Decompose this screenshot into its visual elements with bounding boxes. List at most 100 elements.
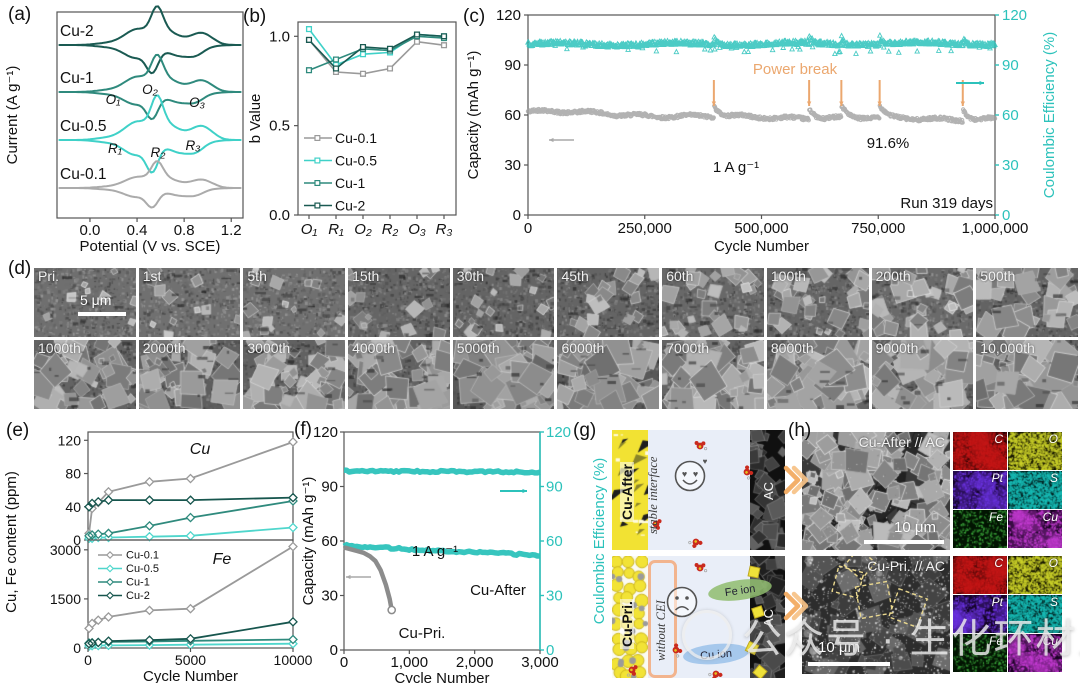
svg-text:1.2: 1.2 [221,222,242,239]
svg-text:60: 60 [321,533,338,550]
svg-text:60: 60 [1002,107,1019,124]
svg-text:Cu-0.1: Cu-0.1 [60,166,107,183]
water-molecule-icon [650,519,662,531]
dissolved-crystal-cube [744,640,760,656]
fe-ion-blob: Fe ion [708,579,772,601]
cu-pri-capacity-line [343,545,394,611]
eds-map-image [953,595,1007,633]
eds-element-label: O [1048,556,1058,570]
sem-image [138,340,241,409]
svg-text:O₃: O₃ [189,95,206,110]
panel-d-sem-grid: Pri. 5 μm 1st 5th 15th 30th 45th 60th 100th 200th… [34,268,1078,409]
panel-b-label: (b) [243,6,267,27]
svg-text:Cu-0.5: Cu-0.5 [60,118,107,135]
svg-text:90: 90 [546,479,563,496]
sem-frame-label: 5th [247,268,267,284]
svg-text:1.0: 1.0 [269,28,290,45]
interface-note: without CEI [654,600,668,661]
svg-text:Cu-After: Cu-After [470,582,526,599]
svg-text:90: 90 [504,57,521,74]
svg-text:0.0: 0.0 [269,207,290,224]
eds-element-label: C [994,556,1003,570]
svg-text:R₂: R₂ [151,145,167,160]
eds-map-O: O [1008,556,1062,594]
svg-text:60: 60 [504,107,521,124]
sem-frame-3000th: 3000th [243,340,346,409]
sem-image-large [802,556,950,674]
svg-text:1,000,000: 1,000,000 [962,220,1029,237]
eds-map-image [1008,510,1062,548]
panel-e-axes-Fe [87,539,294,649]
eds-map-image [953,510,1007,548]
svg-text:10000: 10000 [274,652,313,668]
sem-frame-10000th: 10,000th [976,340,1078,409]
svg-text:R₂: R₂ [382,221,399,238]
sem-frame-100th: 100th [766,268,869,337]
panel-g-label: (g) [573,420,597,441]
electrode-label: Cu-Pri. [619,599,635,649]
efficiency-scatter [525,32,998,57]
svg-text:500,000: 500,000 [734,220,788,237]
sem-frame-label: 45th [561,268,589,284]
sem-image [662,268,764,337]
sem-title: Cu-Pri. // AC [867,558,945,574]
scale-bar [78,312,126,316]
sem-frame-30th: 30th [452,268,555,337]
scene-top: AC Cu-After stable interface ♥ ♥ ♥ [612,430,785,550]
svg-text:Capacity (mAh g⁻¹): Capacity (mAh g⁻¹) [300,477,317,606]
eds-element-label: C [994,432,1003,446]
sem-frame-6000th: 6000th [557,340,660,409]
eds-map-image [953,471,1007,509]
sem-frame-label: 30th [456,268,485,284]
svg-text:♥: ♥ [682,469,687,479]
sem-frame-500th: 500th [976,268,1078,337]
svg-text:3000: 3000 [50,542,81,558]
svg-text:Coulombic Efficiency (%): Coulombic Efficiency (%) [1041,32,1058,198]
svg-text:30: 30 [504,157,521,174]
svg-text:Cycle Number: Cycle Number [714,238,809,255]
panel-f-label: (f) [294,419,312,440]
sem-frame-label: 9000th [875,340,919,356]
panel-e-label: (e) [6,420,30,441]
sem-image [138,268,241,337]
svg-text:0: 0 [340,654,348,671]
svg-text:0.5: 0.5 [269,118,290,135]
crystal-outline-square [831,565,865,599]
sad-face-icon [666,586,698,618]
ac-label: AC [761,481,776,500]
sem-image [662,340,764,409]
scale-bar [864,540,944,544]
svg-text:60: 60 [546,533,563,550]
water-molecule-icon [688,538,703,548]
eds-map-Pt: Pt [953,471,1007,509]
eds-map-image [1008,595,1062,633]
sem-frame-label: 3000th [247,340,291,356]
b-series-Cu-1 [308,35,445,72]
without-cei-box [648,560,677,678]
eds-element-label: O [1048,432,1058,446]
sem-frame-5000th: 5000th [452,340,555,409]
sem-frame-1000th: 1000th [34,340,136,409]
cv-curve-Cu-1 [58,53,242,121]
svg-text:90: 90 [1002,57,1019,74]
sem-frame-Pri: Pri. 5 μm [34,268,136,337]
sem-image [34,268,136,337]
sem-frame-label: 5000th [456,340,500,356]
sem-frame-label: Pri. [38,268,59,284]
svg-text:0.4: 0.4 [127,222,148,239]
svg-text:120: 120 [546,424,571,441]
cv-curve-Cu-0.5 [58,94,242,174]
svg-text:750,000: 750,000 [851,220,905,237]
eds-map-image [1008,471,1062,509]
sem-frame-label: 10,000th [980,340,1035,356]
sem-frame-8000th: 8000th [766,340,869,409]
water-molecule-icon [626,665,638,677]
panel-a-label: (a) [8,4,32,25]
svg-text:Cu-Pri.: Cu-Pri. [399,625,446,642]
svg-text:0: 0 [513,207,521,224]
sem-image [348,268,450,337]
svg-text:Cu: Cu [190,441,211,458]
sem-frame-label: 200th [875,268,911,284]
svg-text:Cu-2: Cu-2 [60,23,94,40]
sem-frame-15th: 15th [348,268,450,337]
